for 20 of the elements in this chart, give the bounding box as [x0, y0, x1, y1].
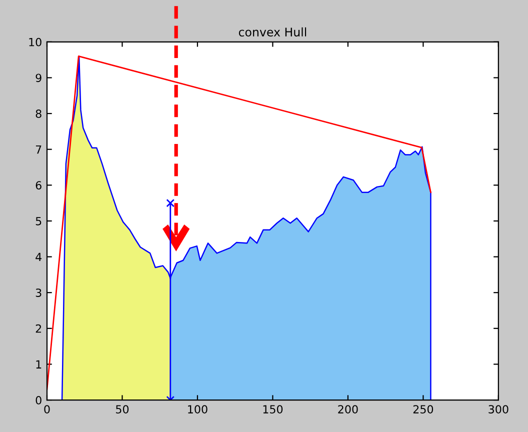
x-tick-label: 0 — [44, 405, 50, 414]
y-tick-label: 0 — [36, 396, 42, 404]
line-series — [46, 56, 432, 390]
x-tick-label: 150 — [263, 405, 283, 414]
y-tick-label: 3 — [36, 288, 42, 297]
y-tick-label: 1 — [36, 360, 42, 368]
y-tick-label: 7 — [36, 145, 42, 154]
x-tick-label: 250 — [413, 405, 434, 414]
y-tick-label: 8 — [36, 110, 42, 118]
y-tick-label: 6 — [36, 181, 42, 190]
y-tick-label: 5 — [36, 217, 42, 226]
x-tick-label: 300 — [488, 405, 508, 414]
y-tick-label: 10 — [29, 38, 42, 46]
chart-title: convex Hull — [238, 27, 306, 37]
y-tick-label: 2 — [36, 324, 42, 333]
x-tick-label: 200 — [338, 405, 358, 414]
y-tick-label: 9 — [36, 74, 42, 82]
x-tick-label: 100 — [188, 405, 208, 414]
x-tick-label: 50 — [116, 405, 129, 414]
y-tick-label: 4 — [36, 252, 42, 261]
